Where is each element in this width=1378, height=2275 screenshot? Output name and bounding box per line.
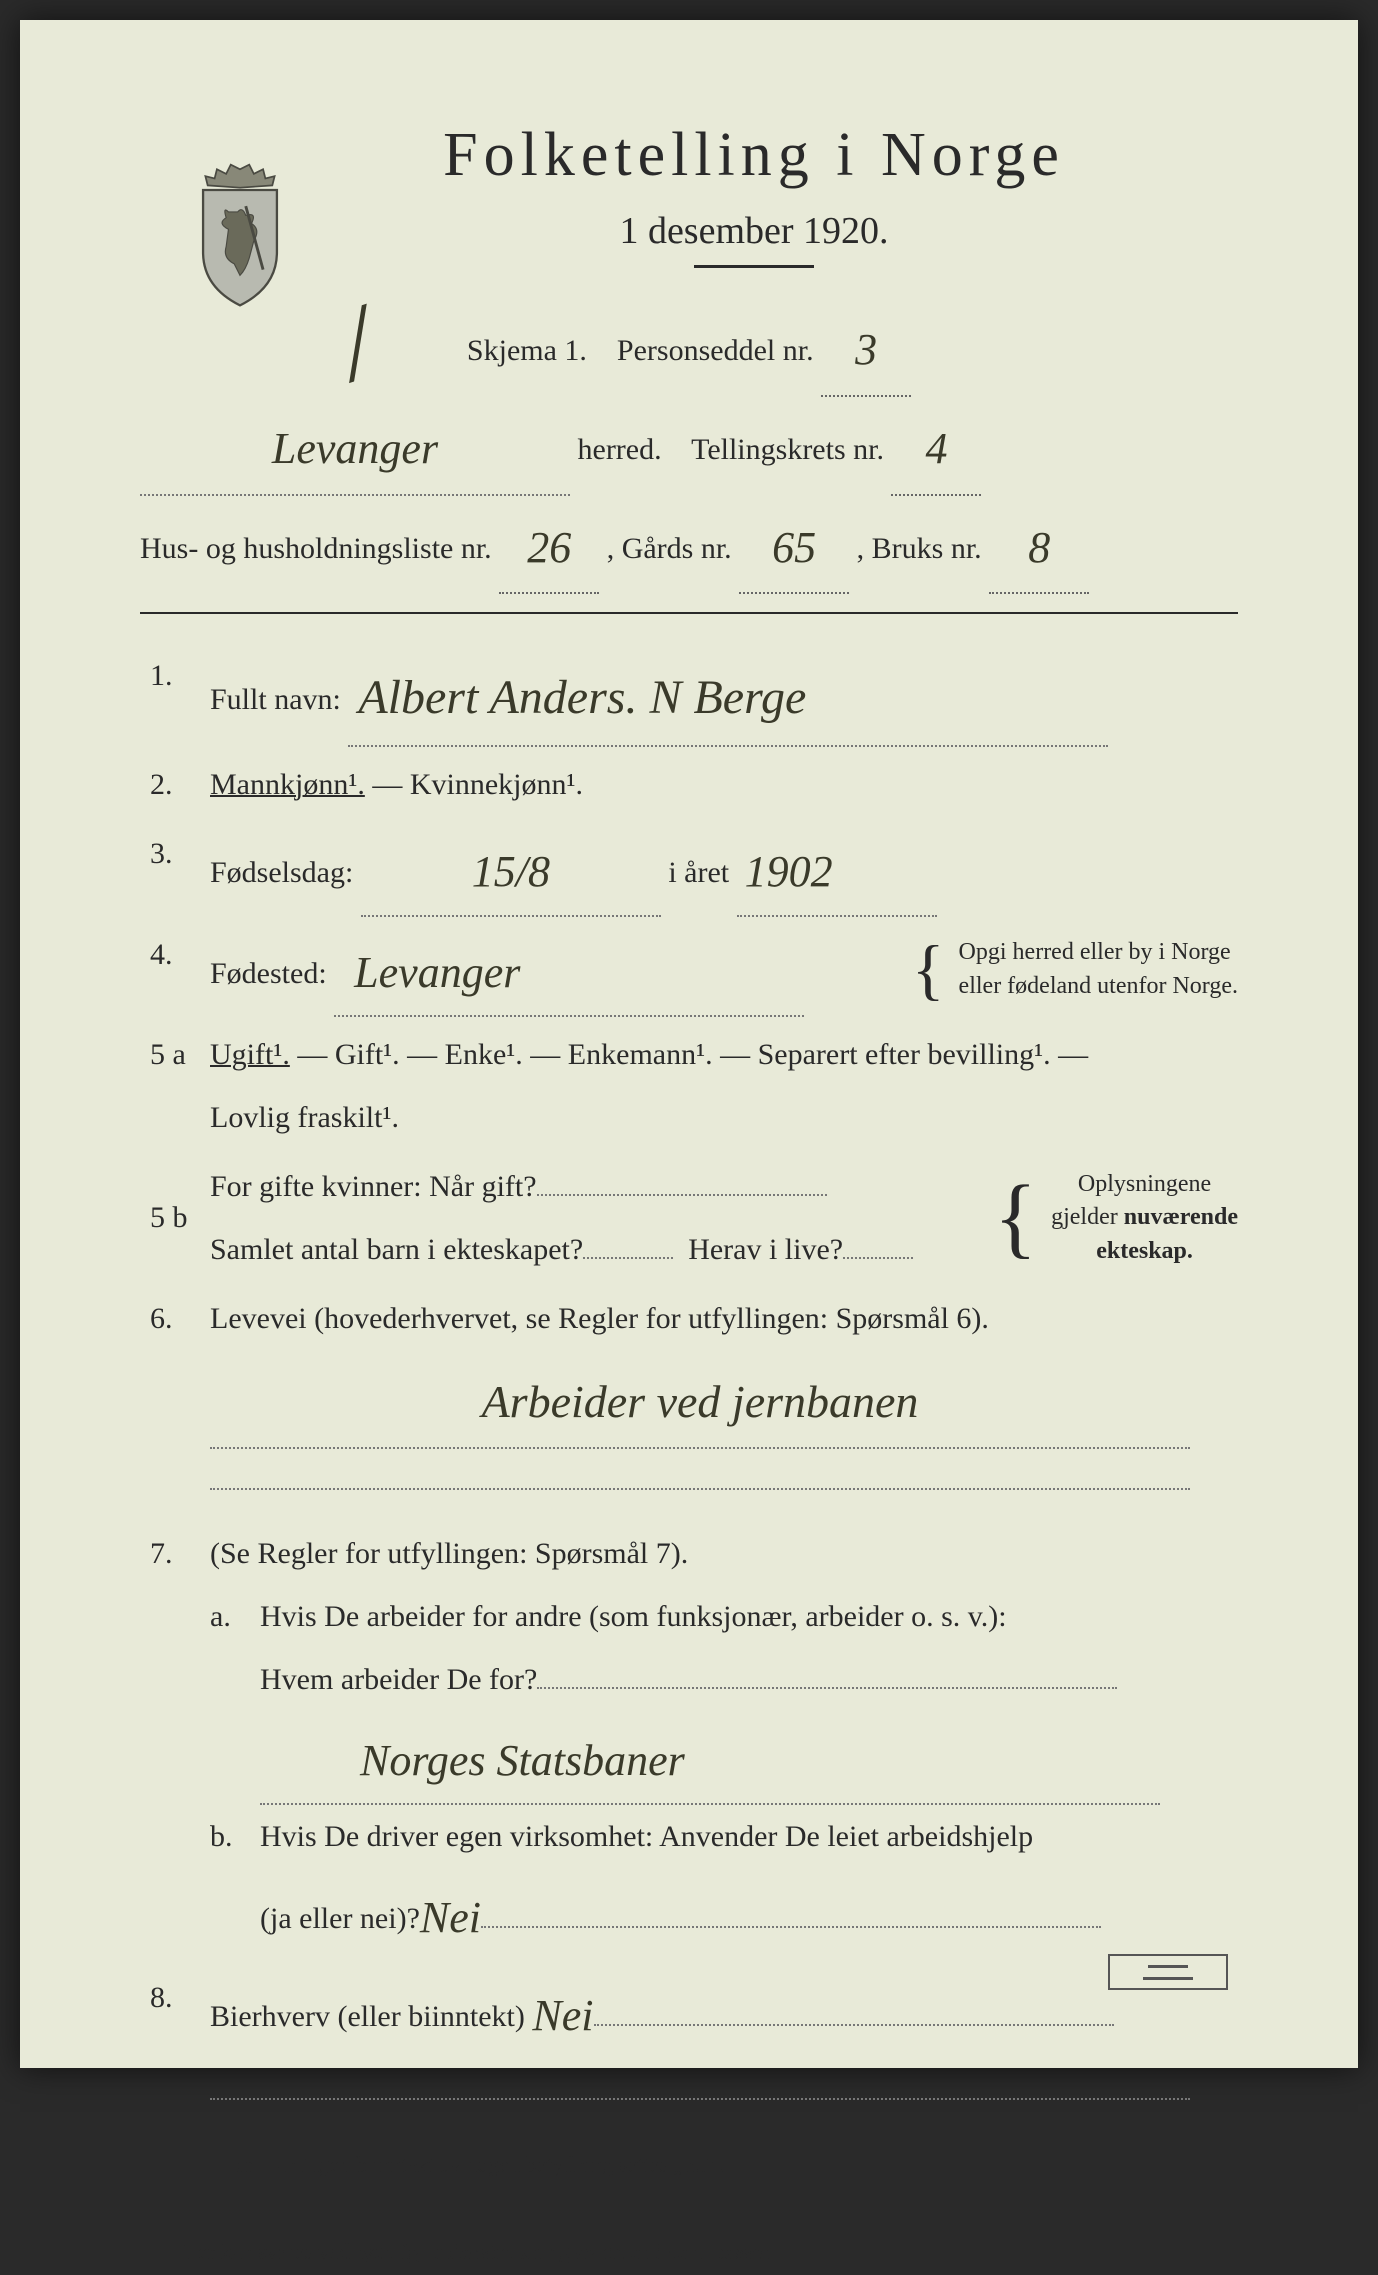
- q7a-label1: Hvis De arbeider for andre (som funksjon…: [260, 1600, 1007, 1633]
- brace-icon: {: [994, 1191, 1037, 1245]
- q5a-enkemann: Enkemann¹.: [568, 1038, 713, 1071]
- printer-stamp: ▬▬▬▬▬▬▬▬▬: [1108, 1954, 1228, 1990]
- title-block: Folketelling i Norge 1 desember 1920.: [140, 120, 1238, 268]
- q1-num: 1.: [140, 644, 210, 747]
- q7-row: 7. (Se Regler for utfyllingen: Spørsmål …: [140, 1522, 1238, 1961]
- q4-row: 4. Fødested: Levanger { Opgi herred elle…: [140, 923, 1238, 1017]
- form-header: ╱ Skjema 1. Personseddel nr. 3 Levanger …: [140, 298, 1238, 594]
- census-form-page: Folketelling i Norge 1 desember 1920. ╱ …: [20, 20, 1358, 2068]
- q5a-enke: Enke¹.: [445, 1038, 523, 1071]
- q4-num: 4.: [140, 923, 210, 1017]
- husholdning-label: Hus- og husholdningsliste nr.: [140, 532, 492, 565]
- q3-day: 15/8: [472, 847, 550, 896]
- q7b-value: Nei: [420, 1893, 481, 1942]
- q7b-num: b.: [210, 1805, 260, 1960]
- q5b-num: 5 b: [140, 1186, 210, 1249]
- title-rule: [694, 265, 814, 268]
- footnote-1: Har man ingen biinntekt av nogen betydni…: [140, 2142, 1238, 2188]
- skjema-label: Skjema 1.: [467, 334, 587, 367]
- footnote-rule: [140, 2218, 1238, 2219]
- q8-num: 8.: [140, 1966, 210, 2121]
- q5a-ugift: Ugift¹.: [210, 1038, 290, 1071]
- husholdning-nr: 26: [527, 523, 571, 572]
- q5a-num: 5 a: [140, 1023, 210, 1149]
- q5b-sidenote: { Oplysningene gjelder nuværende ekteska…: [994, 1168, 1238, 1269]
- q7b-label2: (ja eller nei)?: [260, 1902, 420, 1935]
- q1-value: Albert Anders. N Berge: [358, 671, 806, 724]
- questions: 1. Fullt navn: Albert Anders. N Berge 2.…: [140, 644, 1238, 2275]
- q8-label: Bierhverv (eller biinntekt): [210, 2000, 525, 2033]
- q7-num: 7.: [140, 1522, 210, 1961]
- q4-sidenote: { Opgi herred eller by i Norge eller fød…: [912, 936, 1238, 1003]
- q2-mann: Mannkjønn¹.: [210, 768, 365, 801]
- q4-label: Fødested:: [210, 957, 327, 990]
- q5a-gift: Gift¹.: [335, 1038, 400, 1071]
- q5a-fraskilt: Lovlig fraskilt¹.: [210, 1101, 399, 1134]
- q3-num: 3.: [140, 822, 210, 916]
- q8-row: 8. Bierhverv (eller biinntekt) Nei: [140, 1966, 1238, 2121]
- subtitle-date: 1 desember 1920.: [270, 209, 1238, 253]
- divider: [140, 612, 1238, 614]
- herred-value: Levanger: [272, 424, 438, 473]
- q3-year: 1902: [745, 847, 833, 896]
- q7a-value: Norges Statsbaner: [360, 1736, 685, 1785]
- q1-label: Fullt navn:: [210, 683, 341, 716]
- q5b-label2: Samlet antal barn i ekteskapet?: [210, 1233, 583, 1266]
- q6-row: 6. Levevei (hovederhvervet, se Regler fo…: [140, 1287, 1238, 1512]
- q2-kvinne: Kvinnekjønn¹.: [410, 768, 583, 801]
- herred-label: herred.: [578, 433, 662, 466]
- q7b-label1: Hvis De driver egen virksomhet: Anvender…: [260, 1820, 1033, 1853]
- q8-value: Nei: [532, 1991, 593, 2040]
- q2-num: 2.: [140, 753, 210, 816]
- q5a-separert: Separert efter bevilling¹.: [758, 1038, 1051, 1071]
- footnote-2: ¹ Her kan svares ved tydelig understrekn…: [140, 2229, 1238, 2275]
- q3-label: Fødselsdag:: [210, 856, 353, 889]
- personseddel-nr: 3: [855, 325, 877, 374]
- main-title: Folketelling i Norge: [270, 120, 1238, 191]
- tellingskrets-label: Tellingskrets nr.: [691, 433, 884, 466]
- q5b-row: 5 b For gifte kvinner: Når gift? Samlet …: [140, 1155, 1238, 1281]
- gards-label: , Gårds nr.: [607, 532, 732, 565]
- q6-label: Levevei (hovederhvervet, se Regler for u…: [210, 1302, 989, 1335]
- q6-value: Arbeider ved jernbanen: [482, 1376, 919, 1427]
- q7a-label2: Hvem arbeider De for?: [260, 1663, 537, 1696]
- q5b-label3: Herav i live?: [688, 1233, 843, 1266]
- handwritten-stroke: ╱: [320, 276, 395, 413]
- q3-iaret: i året: [668, 856, 729, 889]
- q1-row: 1. Fullt navn: Albert Anders. N Berge: [140, 644, 1238, 747]
- brace-icon: {: [912, 949, 945, 990]
- q2-row: 2. Mannkjønn¹. — Kvinnekjønn¹.: [140, 753, 1238, 816]
- q3-row: 3. Fødselsdag: 15/8 i året 1902: [140, 822, 1238, 916]
- personseddel-label: Personseddel nr.: [617, 334, 814, 367]
- q7a-num: a.: [210, 1585, 260, 1805]
- gards-nr: 65: [772, 523, 816, 572]
- tellingskrets-nr: 4: [925, 424, 947, 473]
- q7-label: (Se Regler for utfyllingen: Spørsmål 7).: [210, 1537, 688, 1570]
- coat-of-arms-icon: [180, 160, 300, 310]
- bruks-label: , Bruks nr.: [857, 532, 982, 565]
- q5b-label1: For gifte kvinner: Når gift?: [210, 1170, 537, 1203]
- q5a-row: 5 a Ugift¹. — Gift¹. — Enke¹. — Enkemann…: [140, 1023, 1238, 1149]
- q6-num: 6.: [140, 1287, 210, 1512]
- bruks-nr: 8: [1028, 523, 1050, 572]
- q4-value: Levanger: [354, 948, 520, 997]
